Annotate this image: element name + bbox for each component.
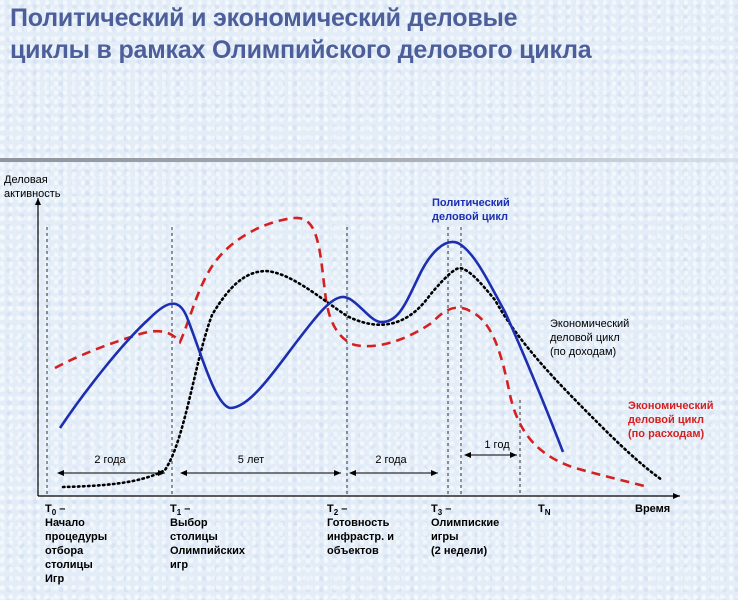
tick-t1-sub: 1: [177, 508, 182, 517]
tick-t0-desc-line: столицы: [45, 559, 93, 571]
tick-t1-desc-line: игр: [170, 559, 188, 571]
economic-income-label-line-3: (по доходам): [550, 346, 616, 358]
tick-t3-desc-line: игры: [431, 531, 458, 543]
tick-t0: T0 –: [45, 503, 65, 517]
tick-t3-name: T: [431, 503, 438, 515]
tick-t1-desc-line: столицы: [170, 531, 218, 543]
tick-t2-desc-line: Готовность: [327, 517, 390, 529]
reference-lines: [46, 227, 521, 496]
interval-label-3: 2 года: [375, 454, 407, 466]
tick-t3: T3 –: [431, 503, 451, 517]
political-label-line-2: деловой цикл: [432, 211, 508, 223]
economic-expense-curve: [54, 216, 649, 489]
tick-t0-desc-line: Игр: [45, 573, 64, 585]
tick-t1-desc-line: Олимпийских: [170, 545, 246, 557]
tick-t1-desc-line: Выбор: [170, 517, 208, 529]
x-axis-label: Время: [635, 503, 670, 515]
tick-t0-desc-line: Начало: [45, 517, 85, 529]
slide-title: Политический и экономический деловые цик…: [10, 2, 735, 66]
tick-tn: TN: [538, 503, 551, 517]
tick-t0-desc-line: процедуры: [45, 531, 107, 543]
economic-income-curve: [61, 266, 664, 489]
tick-t2-desc-line: объектов: [327, 545, 379, 557]
tick-t1: T1 –: [170, 503, 190, 517]
political-curve: [58, 240, 565, 453]
interval-arrows: [57, 452, 517, 476]
tick-t3-desc-line: (2 недели): [431, 545, 487, 557]
tick-t0-desc-line: отбора: [45, 545, 84, 557]
title-line-1: Политический и экономический деловые: [10, 4, 518, 32]
tick-t1-name: T: [170, 503, 177, 515]
tick-t2: T2 –: [327, 503, 347, 517]
tick-t0-sub: 0: [52, 508, 57, 517]
economic-expense-label-line-2: деловой цикл: [628, 414, 704, 426]
tick-t0-suffix: –: [56, 503, 65, 515]
economic-income-label-line-1: Экономический: [550, 318, 629, 330]
tick-t3-sub: 3: [438, 508, 443, 517]
tick-t2-sub: 2: [334, 508, 339, 517]
tick-t2-suffix: –: [338, 503, 347, 515]
tick-t2-name: T: [327, 503, 334, 515]
interval-label-2: 5 лет: [238, 454, 264, 466]
title-divider: [0, 158, 738, 162]
title-line-2: циклы в рамках Олимпийского делового цик…: [10, 36, 592, 64]
economic-expense-label-line-1: Экономический: [628, 400, 714, 412]
tick-t1-description: Выбор столицы Олимпийских игр: [170, 517, 246, 571]
tick-t1-suffix: –: [181, 503, 190, 515]
tick-t2-description: Готовность инфрастр. и объектов: [327, 517, 394, 557]
y-axis-label-line-2: активность: [4, 188, 61, 200]
economic-income-label-line-2: деловой цикл: [550, 332, 620, 344]
tick-tn-name: T: [538, 503, 545, 515]
tick-t2-desc-line: инфрастр. и: [327, 531, 394, 543]
interval-label-1: 2 года: [94, 454, 126, 466]
tick-t0-name: T: [45, 503, 52, 515]
tick-t0-description: Начало процедуры отбора столицы Игр: [45, 517, 107, 585]
tick-tn-sub: N: [545, 508, 551, 517]
tick-t3-desc-line: Олимпиские: [431, 517, 499, 529]
y-axis-label-line-1: Деловая: [4, 174, 48, 186]
tick-t3-description: Олимпиские игры (2 недели): [431, 517, 499, 557]
economic-expense-label-line-3: (по расходам): [628, 428, 705, 440]
tick-t3-suffix: –: [442, 503, 451, 515]
political-label-line-1: Политический: [432, 197, 510, 209]
interval-label-4: 1 год: [484, 439, 510, 451]
